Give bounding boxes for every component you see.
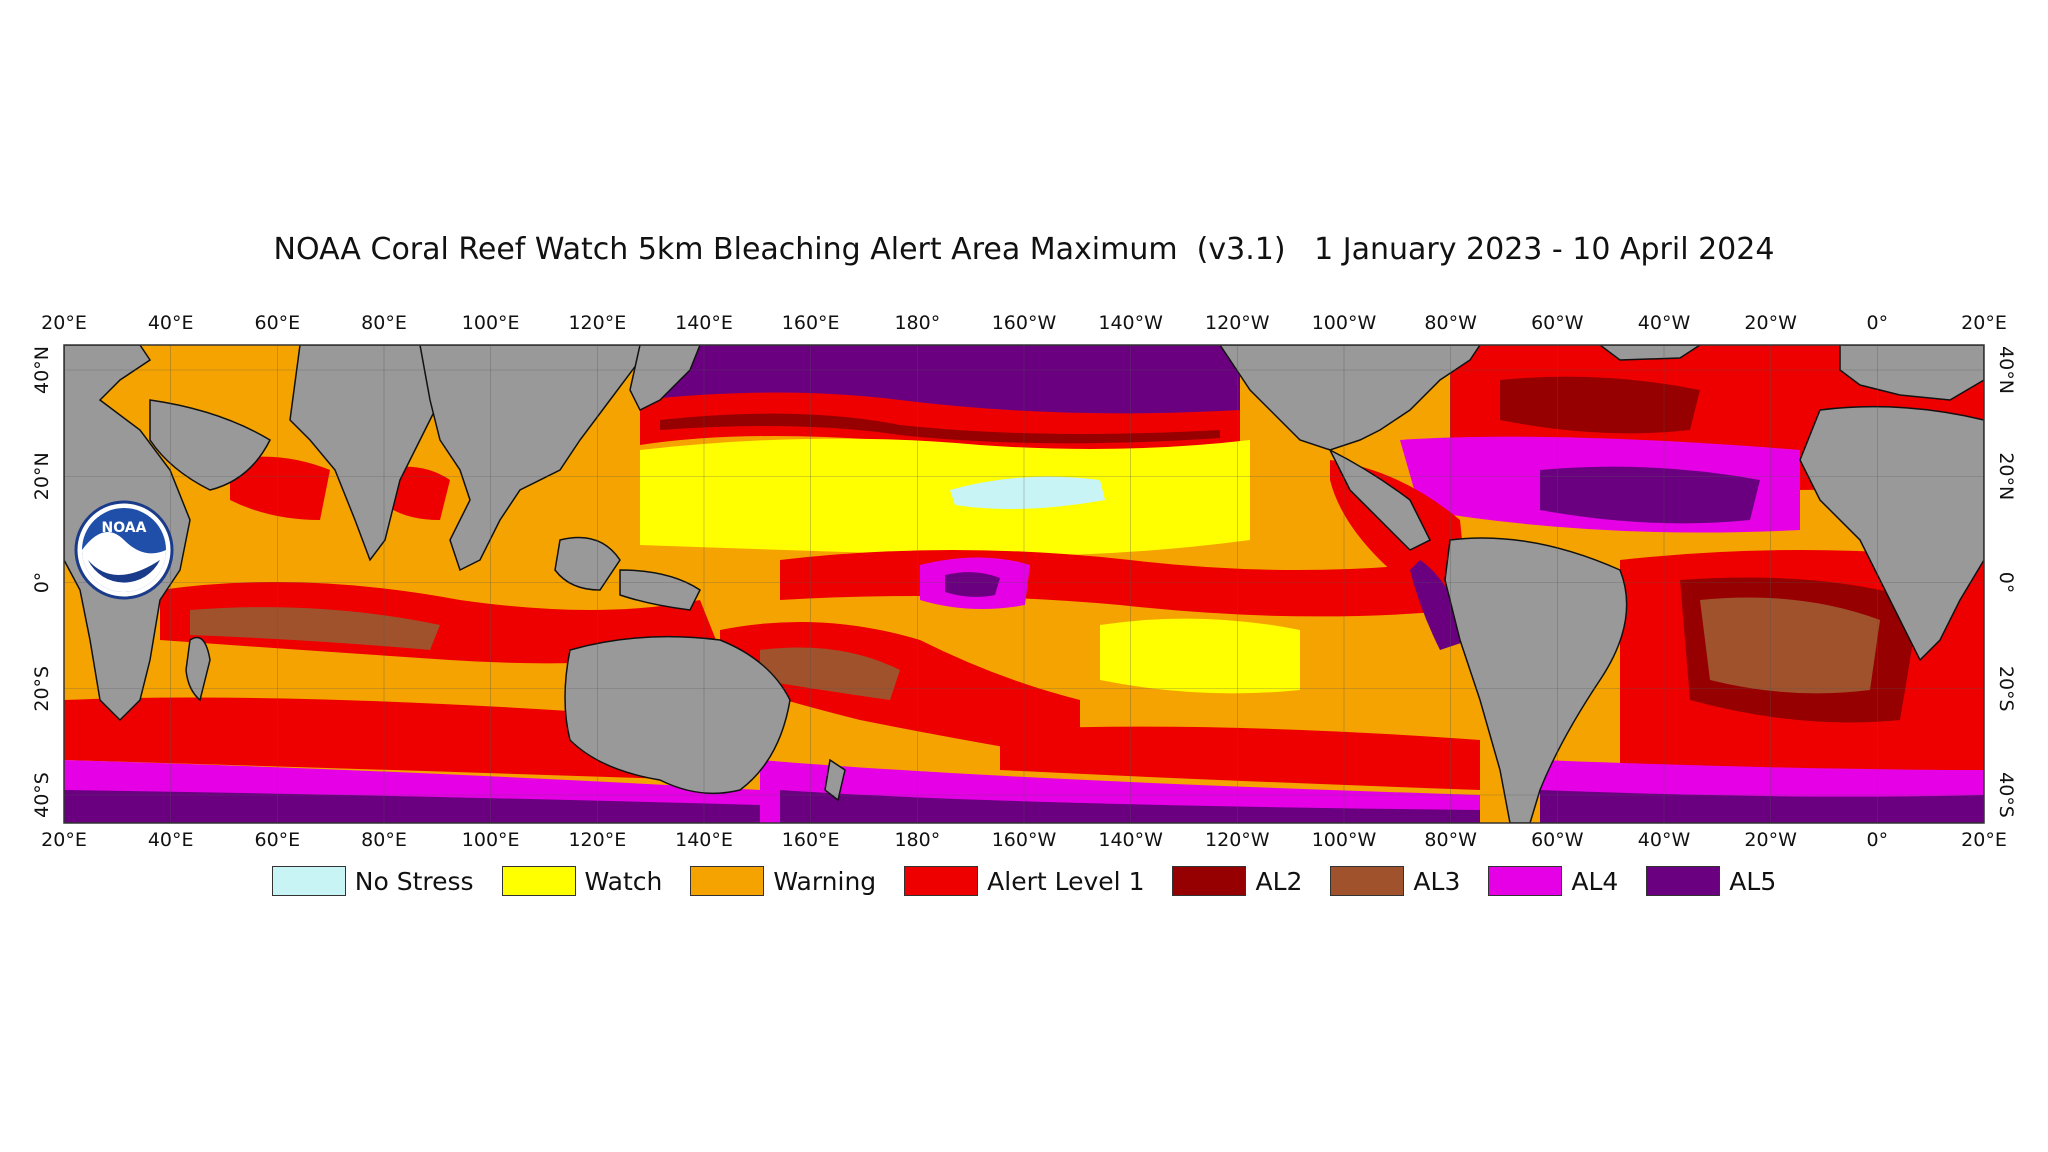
longitude-tick-label: 80°W [1424, 829, 1477, 851]
map-frame [63, 344, 1985, 824]
longitude-ticks-top: 20°E 40°E 60°E 80°E 100°E 120°E 140°E 160°E 180°… [41, 312, 2007, 334]
legend-label: No Stress [354, 866, 474, 896]
longitude-tick-label: 0° [1867, 829, 1889, 851]
legend-label: Alert Level 1 [987, 866, 1145, 896]
longitude-tick-label: 80°E [361, 312, 407, 334]
longitude-tick-label: 40°E [148, 829, 194, 851]
legend-label: AL3 [1413, 866, 1461, 896]
legend-item: Warning [690, 866, 876, 896]
longitude-tick-label: 100°W [1312, 829, 1377, 851]
legend-swatch [904, 866, 979, 896]
map-title: NOAA Coral Reef Watch 5km Bleaching Aler… [273, 232, 1775, 267]
latitude-tick-label: 0° [31, 572, 53, 594]
latitude-tick-label: 40°S [1995, 772, 2017, 818]
latitude-tick-label: 20°S [1995, 666, 2017, 712]
longitude-tick-label: 60°E [254, 829, 300, 851]
longitude-tick-label: 120°W [1205, 829, 1270, 851]
longitude-tick-label: 180° [894, 312, 940, 334]
legend-item: AL2 [1172, 866, 1302, 896]
ocean-alert-field [64, 345, 1984, 823]
legend-item: AL4 [1488, 866, 1618, 896]
longitude-tick-label: 120°E [568, 829, 626, 851]
longitude-tick-label: 140°W [1098, 312, 1163, 334]
legend: No Stress Watch Warning Alert Level 1 AL2 AL3… [0, 866, 2048, 896]
latitude-tick-label: 20°N [1995, 452, 2017, 500]
longitude-tick-label: 160°E [782, 829, 840, 851]
legend-swatch [1330, 866, 1405, 896]
latitude-tick-label: 40°N [1995, 346, 2017, 394]
legend-item: AL3 [1330, 866, 1460, 896]
longitude-tick-label: 20°E [41, 829, 87, 851]
longitude-tick-label: 60°E [254, 312, 300, 334]
longitude-tick-label: 60°W [1531, 829, 1584, 851]
longitude-tick-label: 80°W [1424, 312, 1477, 334]
legend-label: AL4 [1571, 866, 1619, 896]
latitude-ticks-right: 40°N 20°N 0° 20°S 40°S [1995, 346, 2017, 818]
noaa-logo: NOAA [74, 500, 174, 600]
longitude-ticks-bottom: 20°E 40°E 60°E 80°E 100°E 120°E 140°E 160°E 180°… [41, 829, 2007, 851]
longitude-tick-label: 180° [894, 829, 940, 851]
longitude-tick-label: 160°E [782, 312, 840, 334]
longitude-tick-label: 40°W [1638, 312, 1691, 334]
longitude-tick-label: 120°W [1205, 312, 1270, 334]
latitude-ticks-left: 40°N 20°N 0° 20°S 40°S [31, 346, 53, 818]
legend-swatch [271, 866, 346, 896]
legend-item: AL5 [1646, 866, 1776, 896]
legend-label: AL2 [1255, 866, 1303, 896]
latitude-tick-label: 40°N [31, 346, 53, 394]
longitude-tick-label: 120°E [568, 312, 626, 334]
longitude-tick-label: 20°E [1961, 829, 2007, 851]
latitude-tick-label: 40°S [31, 772, 53, 818]
longitude-tick-label: 20°E [41, 312, 87, 334]
graticule [64, 345, 1984, 823]
longitude-tick-label: 40°W [1638, 829, 1691, 851]
legend-swatch [1488, 866, 1563, 896]
longitude-tick-label: 20°W [1744, 829, 1797, 851]
legend-label: Warning [773, 866, 877, 896]
legend-item: Watch [501, 866, 663, 896]
latitude-tick-label: 20°N [31, 452, 53, 500]
latitude-tick-label: 0° [1995, 572, 2017, 594]
legend-swatch [690, 866, 765, 896]
legend-item: No Stress [271, 866, 474, 896]
longitude-tick-label: 100°W [1312, 312, 1377, 334]
noaa-logo-text: NOAA [102, 520, 147, 536]
longitude-tick-label: 160°W [992, 829, 1057, 851]
longitude-tick-label: 40°E [148, 312, 194, 334]
latitude-tick-label: 20°S [31, 666, 53, 712]
legend-item: Alert Level 1 [904, 866, 1144, 896]
longitude-tick-label: 140°W [1098, 829, 1163, 851]
longitude-tick-label: 100°E [462, 829, 520, 851]
longitude-tick-label: 20°W [1744, 312, 1797, 334]
land-masses [64, 345, 1984, 823]
longitude-tick-label: 160°W [992, 312, 1057, 334]
legend-label: Watch [584, 866, 663, 896]
longitude-tick-label: 100°E [462, 312, 520, 334]
legend-swatch [1172, 866, 1247, 896]
longitude-tick-label: 140°E [675, 312, 733, 334]
longitude-tick-label: 140°E [675, 829, 733, 851]
legend-swatch [501, 866, 576, 896]
longitude-tick-label: 0° [1867, 312, 1889, 334]
longitude-tick-label: 60°W [1531, 312, 1584, 334]
legend-swatch [1646, 866, 1721, 896]
longitude-tick-label: 80°E [361, 829, 407, 851]
legend-label: AL5 [1729, 866, 1777, 896]
longitude-tick-label: 20°E [1961, 312, 2007, 334]
